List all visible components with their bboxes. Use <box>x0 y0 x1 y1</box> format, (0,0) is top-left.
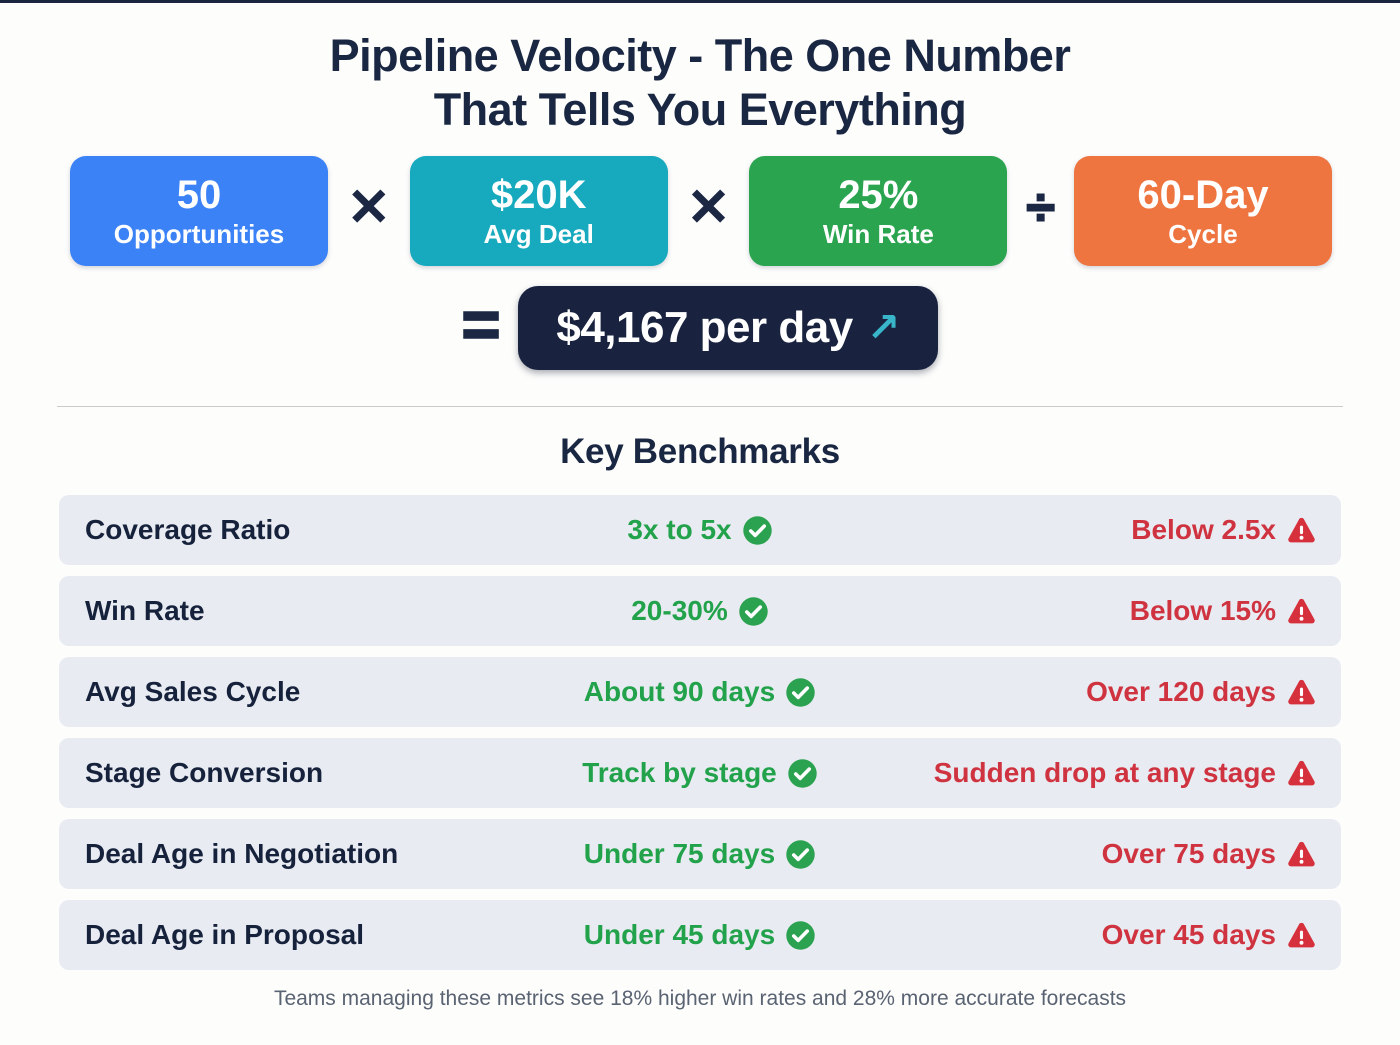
formula-box-avg-deal: $20K Avg Deal <box>409 156 668 266</box>
good-value: 20-30% <box>631 595 728 626</box>
check-circle-icon <box>742 515 772 545</box>
top-edge-strip <box>0 0 1400 3</box>
warning-triangle-icon <box>1288 598 1315 623</box>
footer-note: Teams managing these metrics see 18% hig… <box>273 987 1127 1010</box>
good-value: Under 75 days <box>583 838 776 869</box>
win-rate-value: 25% <box>838 173 919 217</box>
benchmark-row-deal-age-negotiation: Deal Age in Negotiation Under 75 days Ov… <box>59 819 1341 889</box>
formula-box-opportunities: 50 Opportunities <box>70 156 328 266</box>
good-value: Under 45 days <box>583 919 776 950</box>
page-title-line2: That Tells You Everything <box>433 84 967 135</box>
benchmark-row-coverage-ratio: Coverage Ratio 3x to 5x Below 2.5x <box>59 495 1341 565</box>
equals-icon: = <box>461 287 502 361</box>
cycle-value: 60-Day <box>1137 173 1269 217</box>
page-title: Pipeline Velocity - The One Number That … <box>0 29 1400 137</box>
multiply-icon: ✕ <box>686 179 732 237</box>
avg-deal-label: Avg Deal <box>483 219 594 249</box>
benchmark-row-deal-age-proposal: Deal Age in Proposal Under 45 days Over … <box>59 900 1341 970</box>
opportunities-label: Opportunities <box>113 219 285 249</box>
cycle-label: Cycle <box>1168 219 1238 249</box>
warning-triangle-icon <box>1288 517 1315 542</box>
check-circle-icon <box>739 596 768 626</box>
win-rate-label: Win Rate <box>822 219 934 249</box>
warning-triangle-icon <box>1288 922 1315 947</box>
warning-triangle-icon <box>1288 760 1315 785</box>
trend-up-arrow-icon: ↗ <box>866 306 901 350</box>
bad-value: Sudden drop at any stage <box>933 757 1276 788</box>
warning-triangle-icon <box>1288 679 1315 704</box>
good-value: Track by stage <box>582 757 777 788</box>
warning-triangle-icon <box>1288 841 1315 866</box>
opportunities-value: 50 <box>176 173 222 217</box>
check-circle-icon <box>786 920 815 950</box>
metric-label: Coverage Ratio <box>85 514 291 545</box>
good-value: About 90 days <box>583 676 776 707</box>
bad-value: Below 2.5x <box>1131 514 1276 545</box>
good-value: 3x to 5x <box>627 514 732 545</box>
benchmark-row-win-rate: Win Rate 20-30% Below 15% <box>59 576 1341 646</box>
bad-value: Below 15% <box>1129 595 1276 626</box>
benchmarks-heading: Key Benchmarks <box>560 432 840 471</box>
benchmark-row-stage-conversion: Stage Conversion Track by stage Sudden d… <box>59 738 1341 808</box>
benchmark-row-avg-sales-cycle: Avg Sales Cycle About 90 days Over 120 d… <box>59 657 1341 727</box>
check-circle-icon <box>788 758 817 788</box>
velocity-formula: 50 Opportunities ✕ $20K Avg Deal ✕ 25% W… <box>0 156 1400 266</box>
result-value: $4,167 per day <box>556 303 853 352</box>
check-circle-icon <box>786 839 815 869</box>
page-title-line1: Pipeline Velocity - The One Number <box>329 30 1071 81</box>
metric-label: Avg Sales Cycle <box>85 676 301 707</box>
formula-box-win-rate: 25% Win Rate <box>749 156 1008 266</box>
result-box: $4,167 per day ↗ <box>518 286 939 370</box>
metric-label: Win Rate <box>85 595 205 626</box>
benchmarks-table: Coverage Ratio 3x to 5x Below 2.5x Win R… <box>59 495 1341 970</box>
formula-box-cycle: 60-Day Cycle <box>1073 156 1332 266</box>
multiply-icon: ✕ <box>346 179 392 237</box>
bad-value: Over 45 days <box>1101 919 1276 950</box>
avg-deal-value: $20K <box>490 173 587 217</box>
check-circle-icon <box>786 677 815 707</box>
bad-value: Over 120 days <box>1086 676 1276 707</box>
divide-icon: ÷ <box>1025 179 1056 237</box>
section-divider <box>57 406 1343 407</box>
result-row: = $4,167 per day ↗ <box>0 286 1400 370</box>
metric-label: Deal Age in Negotiation <box>85 838 399 869</box>
bad-value: Over 75 days <box>1101 838 1276 869</box>
metric-label: Deal Age in Proposal <box>85 919 365 950</box>
metric-label: Stage Conversion <box>85 757 324 788</box>
